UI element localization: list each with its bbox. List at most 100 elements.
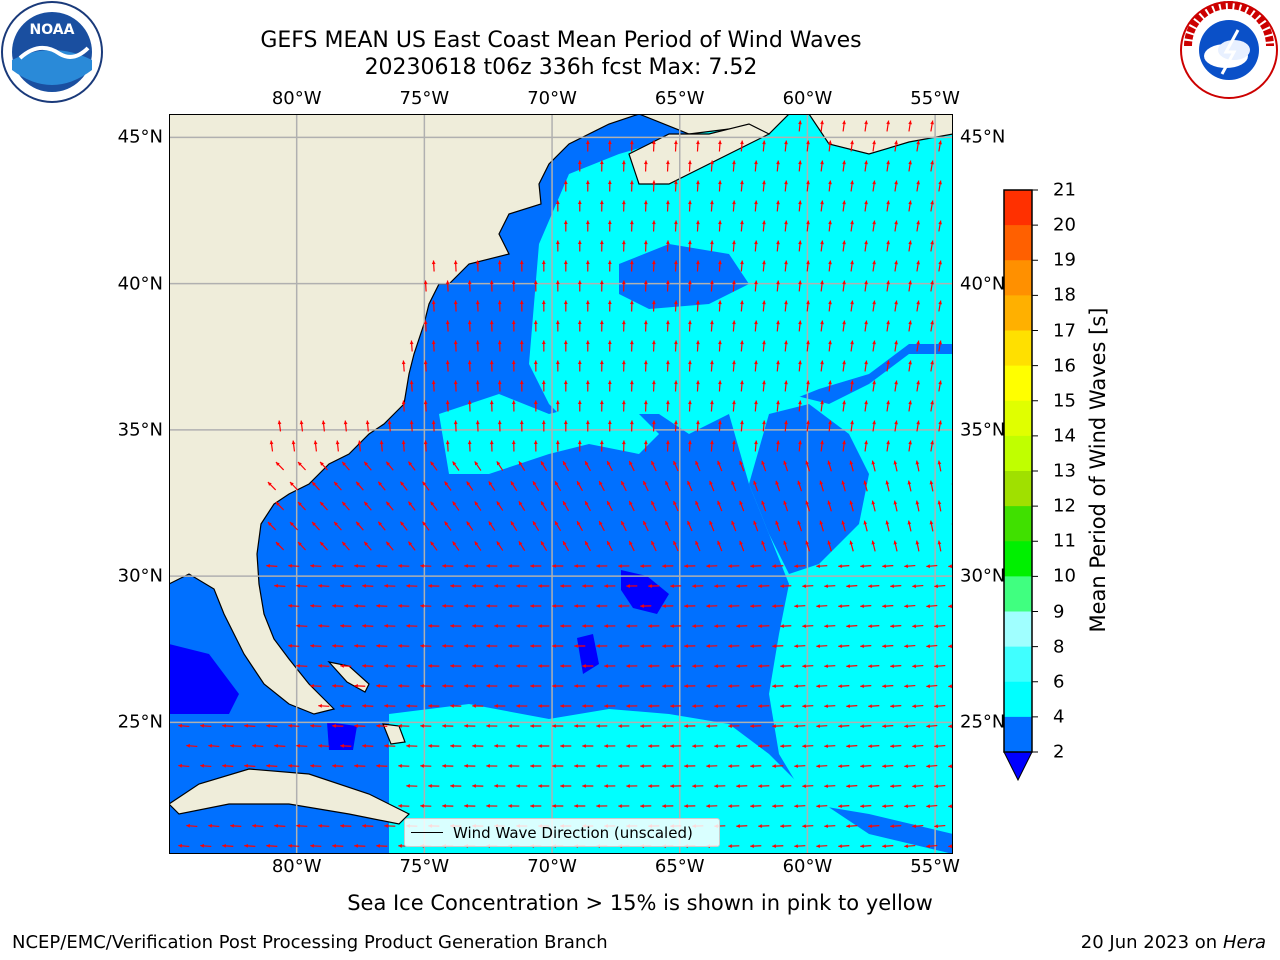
wind-wave-arrow [508, 804, 520, 808]
wind-wave-arrow [420, 724, 432, 728]
wind-wave-arrow [776, 440, 780, 452]
wind-wave-arrow [464, 804, 476, 808]
wind-wave-arrow [607, 220, 612, 232]
wind-wave-arrow [582, 624, 594, 628]
wind-wave-arrow [385, 461, 394, 471]
wind-wave-arrow [452, 541, 460, 551]
wind-wave-arrow [464, 644, 476, 648]
wind-wave-arrow [934, 624, 946, 629]
wind-wave-arrow [907, 520, 912, 532]
wind-wave-arrow [816, 684, 828, 689]
wind-wave-arrow [754, 440, 758, 452]
wind-wave-arrow [882, 564, 894, 569]
wind-wave-arrow [450, 744, 462, 748]
wind-wave-arrow [354, 563, 366, 568]
wind-wave-arrow [288, 643, 300, 648]
wind-wave-arrow [357, 440, 362, 452]
wind-wave-arrow [629, 340, 634, 352]
wind-wave-arrow [717, 540, 723, 552]
wind-wave-arrow [908, 280, 913, 292]
wind-wave-arrow [318, 823, 330, 828]
wind-wave-arrow [714, 744, 726, 748]
wind-wave-arrow [758, 664, 770, 669]
wind-wave-arrow [783, 540, 789, 552]
wind-wave-arrow [754, 400, 758, 412]
wind-wave-arrow [665, 280, 670, 292]
wind-wave-arrow [519, 340, 524, 352]
wind-wave-arrow [710, 320, 714, 332]
wind-wave-arrow [560, 704, 572, 708]
wind-wave-arrow [376, 564, 388, 568]
wind-wave-arrow [428, 704, 440, 708]
wind-wave-arrow [797, 520, 803, 532]
colorbar-tick-label: 14 [1053, 425, 1076, 447]
wind-wave-arrow [321, 420, 326, 432]
lon-label-bottom: 60°W [782, 856, 833, 877]
field-2-4s-north-blob [619, 244, 749, 309]
wind-wave-arrow [511, 280, 516, 292]
wind-wave-arrow [376, 764, 388, 768]
wind-wave-arrow [717, 500, 723, 512]
wind-wave-arrow [363, 541, 372, 551]
wind-wave-arrow [450, 584, 462, 588]
wind-wave-arrow [467, 320, 472, 332]
colorbar-segment [1004, 435, 1032, 472]
wind-wave-arrow [736, 744, 748, 748]
wind-wave-arrow [297, 461, 307, 471]
wind-wave-arrow [648, 664, 660, 668]
wind-wave-arrow [519, 300, 524, 312]
wind-wave-arrow [930, 400, 935, 412]
wind-wave-arrow [596, 724, 608, 728]
wind-wave-arrow [662, 644, 674, 648]
wind-wave-arrow [784, 380, 788, 392]
colorbar-tick-label: 10 [1053, 565, 1076, 587]
wind-wave-arrow [882, 724, 894, 729]
wind-wave-arrow [488, 481, 496, 491]
wind-wave-arrow [541, 260, 546, 272]
wind-wave-arrow [838, 804, 850, 809]
wind-wave-arrow [820, 120, 824, 132]
wind-wave-arrow [728, 724, 740, 728]
wind-wave-arrow [934, 744, 946, 749]
wind-wave-arrow [775, 520, 781, 532]
wind-wave-arrow [695, 460, 701, 472]
wind-wave-arrow [453, 260, 458, 272]
wind-wave-arrow [420, 764, 432, 768]
wind-wave-arrow [472, 584, 484, 588]
wind-wave-arrow [710, 200, 714, 212]
wind-wave-arrow [860, 844, 872, 849]
wind-wave-arrow [908, 320, 913, 332]
wind-wave-arrow [554, 480, 562, 492]
wind-wave-arrow [442, 684, 454, 688]
wind-wave-arrow [908, 160, 913, 172]
wind-wave-arrow [868, 824, 880, 829]
wind-wave-arrow [607, 140, 612, 152]
wind-wave-arrow [552, 804, 564, 808]
wind-wave-arrow [319, 541, 328, 551]
wind-wave-arrow [494, 664, 506, 668]
wind-wave-arrow [582, 584, 594, 588]
wind-wave-arrow [937, 460, 942, 472]
wind-wave-arrow [732, 280, 736, 292]
wind-wave-arrow [912, 584, 924, 589]
wind-wave-arrow [606, 500, 613, 512]
wind-wave-arrow [651, 300, 656, 312]
wind-wave-arrow [489, 440, 494, 452]
wind-wave-arrow [618, 644, 630, 648]
wind-wave-arrow [706, 644, 718, 648]
wind-wave-arrow [783, 460, 789, 472]
wind-wave-arrow [864, 200, 868, 212]
legend-line-swatch [411, 832, 443, 833]
wind-wave-arrow [387, 420, 392, 432]
wind-wave-arrow [784, 220, 788, 232]
wind-wave-arrow [467, 440, 472, 452]
wind-wave-arrow [894, 260, 898, 272]
chart-subtitle: 20230618 t06z 336h fcst Max: 7.52 [364, 55, 758, 80]
wind-wave-arrow [893, 460, 898, 472]
wind-wave-arrow [882, 844, 894, 849]
wind-wave-arrow [740, 140, 744, 152]
wind-wave-arrow [398, 564, 410, 568]
wind-wave-arrow [687, 240, 692, 252]
wind-wave-arrow [577, 200, 582, 212]
wind-wave-arrow [673, 180, 678, 192]
